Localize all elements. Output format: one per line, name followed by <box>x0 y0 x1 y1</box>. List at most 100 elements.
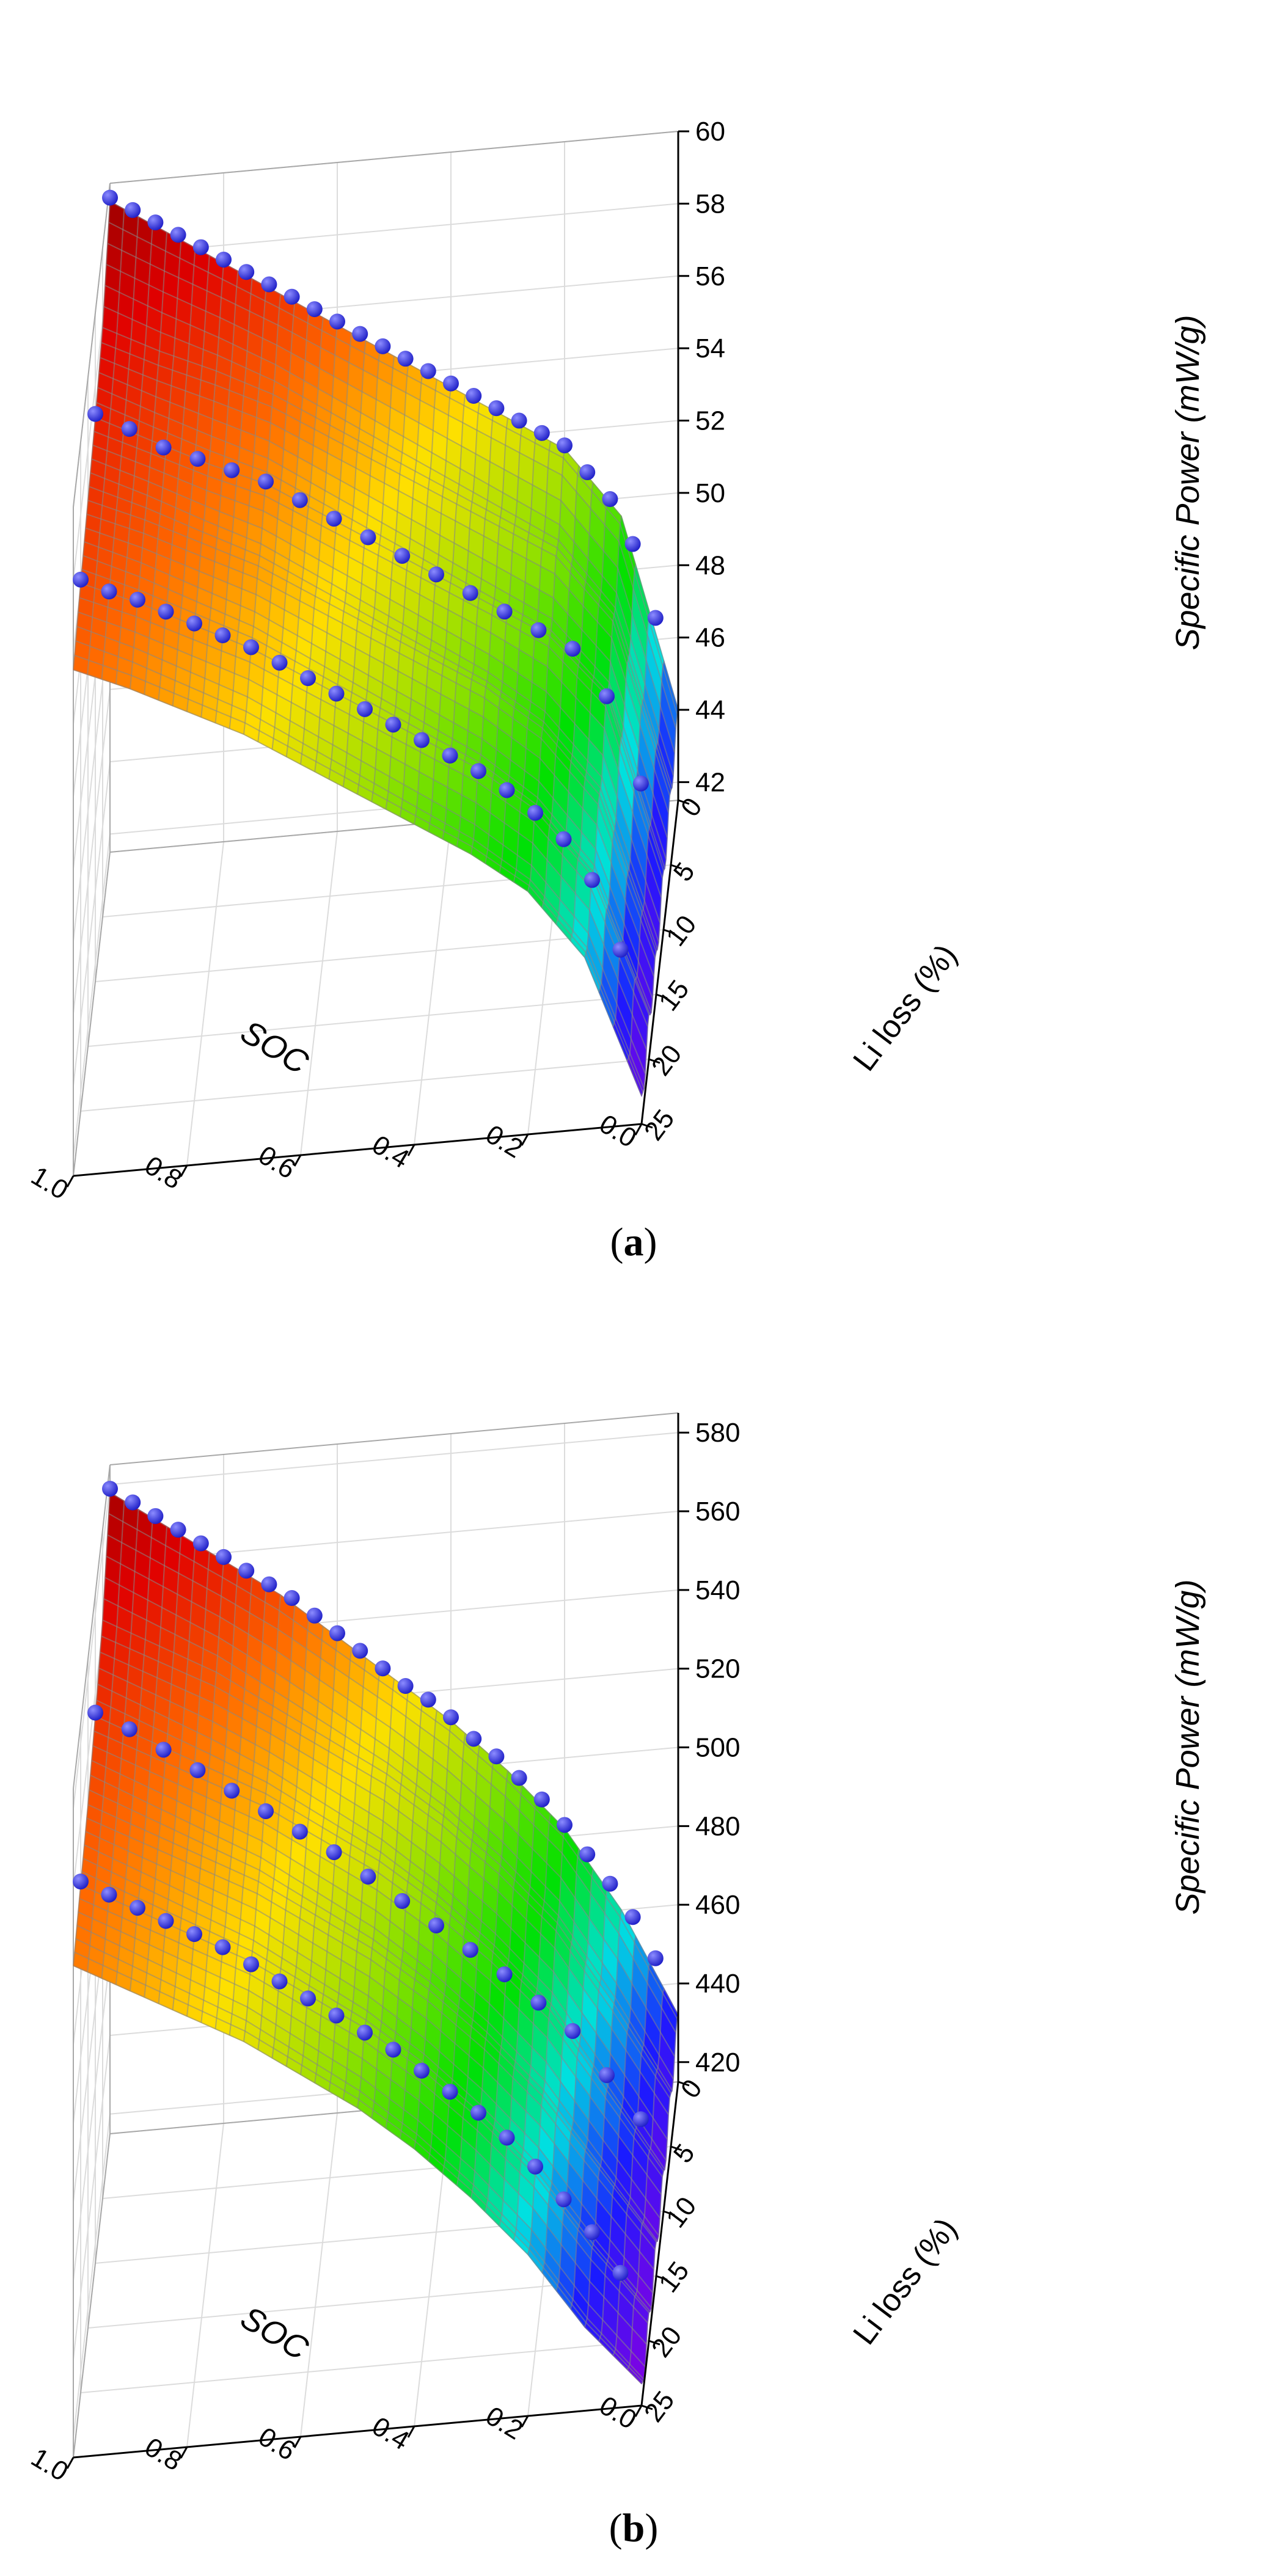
data-point <box>155 439 172 456</box>
data-point <box>533 1791 550 1808</box>
data-point <box>87 406 103 422</box>
y-tick <box>648 1058 660 1064</box>
data-point <box>647 1950 664 1966</box>
mesh-line <box>82 555 652 1013</box>
data-point <box>466 1731 482 1747</box>
data-point <box>102 1481 118 1497</box>
mesh-line <box>78 611 647 1050</box>
x-tick <box>634 2405 643 2417</box>
data-point <box>511 412 527 429</box>
panel-a: 424446485052545658600.00.20.40.60.81.005… <box>26 117 1206 1264</box>
y-tick <box>656 2275 668 2281</box>
data-point <box>466 388 482 404</box>
z-tick-label: 520 <box>695 1654 740 1684</box>
mesh-line <box>101 341 670 796</box>
mesh-line <box>84 541 653 999</box>
data-point <box>414 2062 430 2079</box>
box-edge <box>73 183 111 508</box>
mesh-line <box>93 1730 663 2178</box>
grid-line <box>73 2114 111 2438</box>
mesh-line <box>101 1635 670 2099</box>
data-point <box>442 2084 458 2100</box>
mesh-line <box>81 1871 651 2312</box>
data-point <box>496 604 513 620</box>
data-point <box>238 1563 255 1579</box>
data-point <box>170 227 186 243</box>
data-point <box>530 622 547 638</box>
y-tick-label: 0 <box>675 2074 708 2104</box>
mesh-line <box>98 1667 668 2140</box>
data-point <box>300 670 316 687</box>
data-point <box>420 1691 436 1708</box>
mesh-line <box>75 640 645 1089</box>
data-point <box>214 1939 231 1955</box>
panel-a-ylabel: Li loss (%) <box>846 938 964 1078</box>
grid-line <box>73 2035 111 2360</box>
data-point <box>238 264 255 280</box>
mesh-line <box>79 1898 648 2324</box>
mesh-line <box>106 1555 675 2057</box>
data-point <box>375 1660 391 1677</box>
mesh-line <box>82 1858 652 2308</box>
data-point <box>442 747 458 764</box>
data-point <box>147 1508 164 1524</box>
x-tick-label: 0.4 <box>367 2411 414 2456</box>
mesh-line <box>76 626 646 1075</box>
grid-line <box>73 1484 111 1809</box>
data-point <box>443 375 459 392</box>
box-edge <box>73 1464 111 1789</box>
data-point <box>73 571 89 588</box>
mesh-line <box>97 387 667 859</box>
data-point <box>261 276 277 293</box>
data-point <box>397 1678 414 1695</box>
mesh-line <box>89 486 658 950</box>
mesh-line <box>78 1911 647 2345</box>
data-point <box>328 2007 345 2024</box>
data-point <box>243 639 259 655</box>
data-point <box>397 351 414 367</box>
x-tick <box>293 1155 302 1167</box>
y-tick <box>641 1123 653 1129</box>
data-point <box>352 326 368 342</box>
data-point <box>261 1576 277 1593</box>
mesh-line <box>93 431 663 878</box>
data-point <box>329 313 345 330</box>
data-point <box>291 492 308 508</box>
mesh-line <box>102 1619 671 2093</box>
panel-b-surface <box>73 1492 679 2385</box>
x-tick <box>180 1165 188 1177</box>
y-tick <box>663 2210 675 2216</box>
y-tick-label: 10 <box>660 2191 703 2233</box>
x-tick-label: 0.4 <box>367 1129 414 1175</box>
data-point <box>158 604 174 620</box>
box-edge <box>73 852 111 1177</box>
grid-line <box>73 761 111 1086</box>
z-tick-label: 52 <box>695 406 725 436</box>
data-point <box>462 585 478 601</box>
z-tick-label: 50 <box>695 478 725 508</box>
data-point <box>579 1846 596 1863</box>
x-tick-label: 0.2 <box>480 1119 528 1164</box>
x-tick-label: 0.6 <box>253 2421 301 2467</box>
x-axis-line <box>73 2404 642 2459</box>
data-point <box>192 1535 209 1552</box>
mesh-line <box>85 527 654 977</box>
data-point <box>192 239 209 255</box>
mesh-line <box>97 1684 667 2161</box>
data-point <box>360 529 376 545</box>
data-point <box>101 1886 117 1903</box>
data-point <box>155 1742 172 1758</box>
box-edge <box>109 1412 679 1465</box>
data-point <box>326 511 342 527</box>
data-point <box>565 641 581 657</box>
data-point <box>385 717 401 733</box>
mesh-line <box>85 1831 654 2270</box>
data-point <box>357 701 373 717</box>
z-tick-label: 480 <box>695 1811 740 1841</box>
data-point <box>428 1917 444 1934</box>
mesh-line <box>98 371 668 838</box>
x-tick-label: 0.0 <box>594 1109 642 1154</box>
x-tick <box>634 1123 643 1136</box>
data-point <box>462 1942 478 1958</box>
data-point <box>499 782 515 798</box>
